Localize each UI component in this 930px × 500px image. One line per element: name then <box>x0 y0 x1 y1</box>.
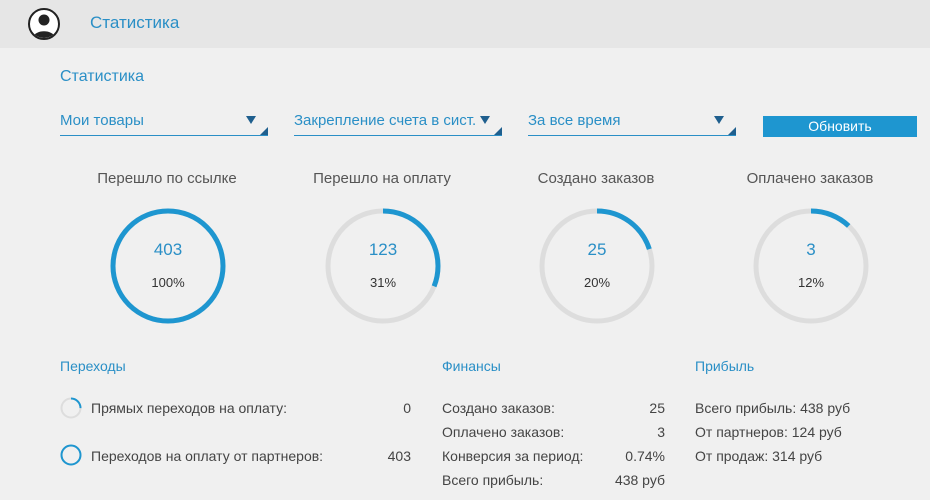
products-select-value: Мои товары <box>60 112 144 129</box>
stat-link-clicks: Перешло по ссылке 403 100% <box>67 170 267 324</box>
method-select[interactable]: Закрепление счета в сист. <box>294 108 502 136</box>
stat-label: Перешло на оплату <box>313 170 451 187</box>
select-corner-icon <box>728 127 736 135</box>
progress-ring-small-icon <box>60 444 82 466</box>
progress-ring: 3 12% <box>753 208 869 324</box>
chevron-down-icon <box>714 116 724 124</box>
stat-value: 123 <box>368 240 398 259</box>
progress-ring: 403 100% <box>110 208 226 324</box>
period-select[interactable]: За все время <box>528 108 736 136</box>
profit-row: От продаж: 314 руб <box>695 448 823 464</box>
row-value: 3 <box>657 424 665 440</box>
row-label: Прямых переходов на оплату: <box>91 400 287 416</box>
profit-title: Прибыль <box>695 358 755 374</box>
select-corner-icon <box>494 127 502 135</box>
page-title: Статистика <box>60 68 145 85</box>
row-value: 403 <box>387 448 411 464</box>
stat-orders-paid: Оплачено заказов 3 12% <box>710 170 910 324</box>
row-value: 438 руб <box>614 472 665 488</box>
stat-label: Создано заказов <box>537 170 655 187</box>
row-label: Оплачено заказов: <box>442 424 565 440</box>
method-select-value: Закрепление счета в сист. <box>294 112 477 129</box>
stat-percent: 100% <box>151 275 185 290</box>
stat-percent: 12% <box>797 275 825 290</box>
profit-row: От партнеров: 124 руб <box>695 424 842 440</box>
row-value: 25 <box>649 400 665 416</box>
stat-value: 3 <box>806 240 816 259</box>
stat-label: Оплачено заказов <box>746 170 874 187</box>
row-label: Всего прибыль: <box>442 472 544 488</box>
select-corner-icon <box>260 127 268 135</box>
row-label: Создано заказов: <box>442 400 555 416</box>
progress-ring: 123 31% <box>325 208 441 324</box>
user-avatar-icon[interactable] <box>28 8 60 40</box>
stat-percent: 20% <box>583 275 611 290</box>
stat-to-payment: Перешло на оплату 123 31% <box>282 170 482 324</box>
profit-row: Всего прибыль: 438 руб <box>695 400 851 416</box>
stat-label: Перешло по ссылке <box>97 170 237 187</box>
stat-orders-created: Создано заказов 25 20% <box>496 170 696 324</box>
stat-value: 25 <box>587 240 607 259</box>
top-bar: Статистика <box>0 0 930 48</box>
chevron-down-icon <box>480 116 490 124</box>
chevron-down-icon <box>246 116 256 124</box>
stat-percent: 31% <box>369 275 397 290</box>
stat-value: 403 <box>153 240 183 259</box>
row-value: 0 <box>403 400 411 416</box>
period-select-value: За все время <box>528 112 621 129</box>
progress-ring: 25 20% <box>539 208 655 324</box>
progress-ring-small-icon <box>60 397 82 419</box>
refresh-button[interactable]: Обновить <box>763 116 917 137</box>
transitions-title: Переходы <box>60 358 126 374</box>
row-value: 0.74% <box>625 448 665 464</box>
finance-title: Финансы <box>442 358 501 374</box>
row-label: Конверсия за период: <box>442 448 584 464</box>
row-label: Переходов на оплату от партнеров: <box>91 448 324 464</box>
products-select[interactable]: Мои товары <box>60 108 268 136</box>
header-title: Статистика <box>90 13 180 32</box>
